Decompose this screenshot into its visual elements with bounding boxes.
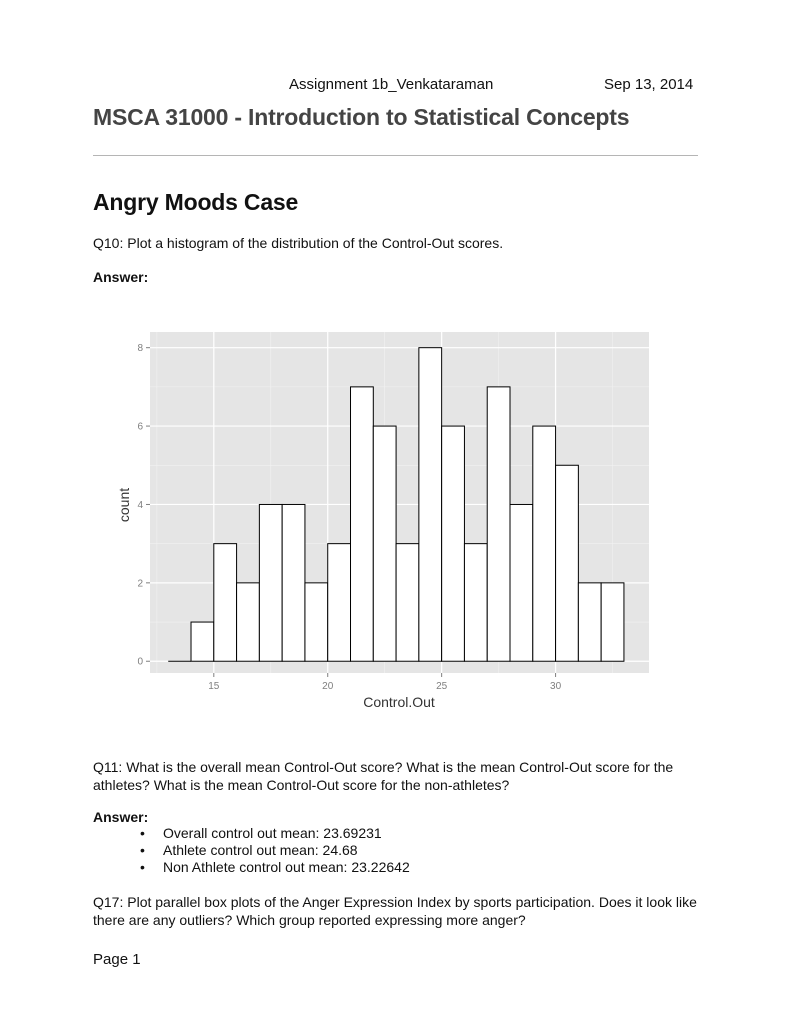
answer-label-q10: Answer: [93,269,149,285]
histogram-bar [463,543,488,662]
y-tick-label: 2 [137,578,143,589]
y-axis-label: count [116,488,132,522]
list-item-text: Athlete control out mean: 24.68 [163,842,358,858]
y-tick-label: 8 [137,343,143,354]
histogram-bar [350,386,374,662]
histogram-bar [304,582,329,662]
histogram-bar [395,543,420,662]
bullet-icon: • [140,825,145,841]
x-axis-label: Control.Out [363,694,435,710]
bullet-icon: • [140,859,145,875]
histogram-bar [441,425,465,662]
header-divider [93,155,698,156]
histogram-bar [532,425,557,662]
x-tick-label: 20 [322,681,334,692]
histogram-bar [236,582,260,662]
list-item: • Athlete control out mean: 24.68 [93,842,693,859]
header-date: Sep 13, 2014 [604,76,694,93]
x-tick-label: 25 [436,681,448,692]
section-title: Angry Moods Case [93,189,299,215]
histogram-bar [372,425,397,662]
y-axis: 0 2 4 6 8 [137,343,150,668]
page-number: Page 1 [93,951,141,968]
bullet-icon: • [140,842,145,858]
x-tick-label: 15 [208,681,220,692]
histogram-bar [213,543,238,662]
list-item-text: Overall control out mean: 23.69231 [163,825,382,841]
y-tick-label: 6 [137,422,143,433]
y-tick-label: 4 [137,500,143,511]
histogram-bar [418,347,443,662]
answer-list-q11: • Overall control out mean: 23.69231 • Ath… [93,825,693,876]
histogram-bar [600,582,625,662]
histogram-bar [258,503,283,662]
y-tick-label: 0 [137,657,143,668]
question-q17: Q17: Plot parallel box plots of the Ange… [93,894,697,928]
course-title: MSCA 31000 - Introduction to Statistical… [93,104,630,130]
list-item: • Non Athlete control out mean: 23.22642 [93,859,693,876]
histogram-bar [281,503,306,662]
histogram-bar [486,386,511,662]
header-assignment: Assignment 1b_Venkataraman [289,76,494,93]
list-item-text: Non Athlete control out mean: 23.22642 [163,859,410,875]
histogram-bar [190,621,215,662]
histogram-bar [509,503,534,662]
x-tick-label: 30 [550,681,562,692]
histogram-bar [577,582,602,662]
histogram-bars [168,347,625,662]
question-q10: Q10: Plot a histogram of the distributio… [93,235,504,251]
list-item: • Overall control out mean: 23.69231 [93,825,693,842]
answer-label-q11: Answer: [93,809,149,825]
histogram-bar [327,543,352,662]
x-axis: 15 20 25 30 [208,673,562,692]
histogram-bar [555,464,579,662]
question-q11: Q11: What is the overall mean Control-Ou… [93,759,674,793]
histogram-chart: 0 2 4 6 8 15 20 25 30 Control.Out count [116,332,649,710]
